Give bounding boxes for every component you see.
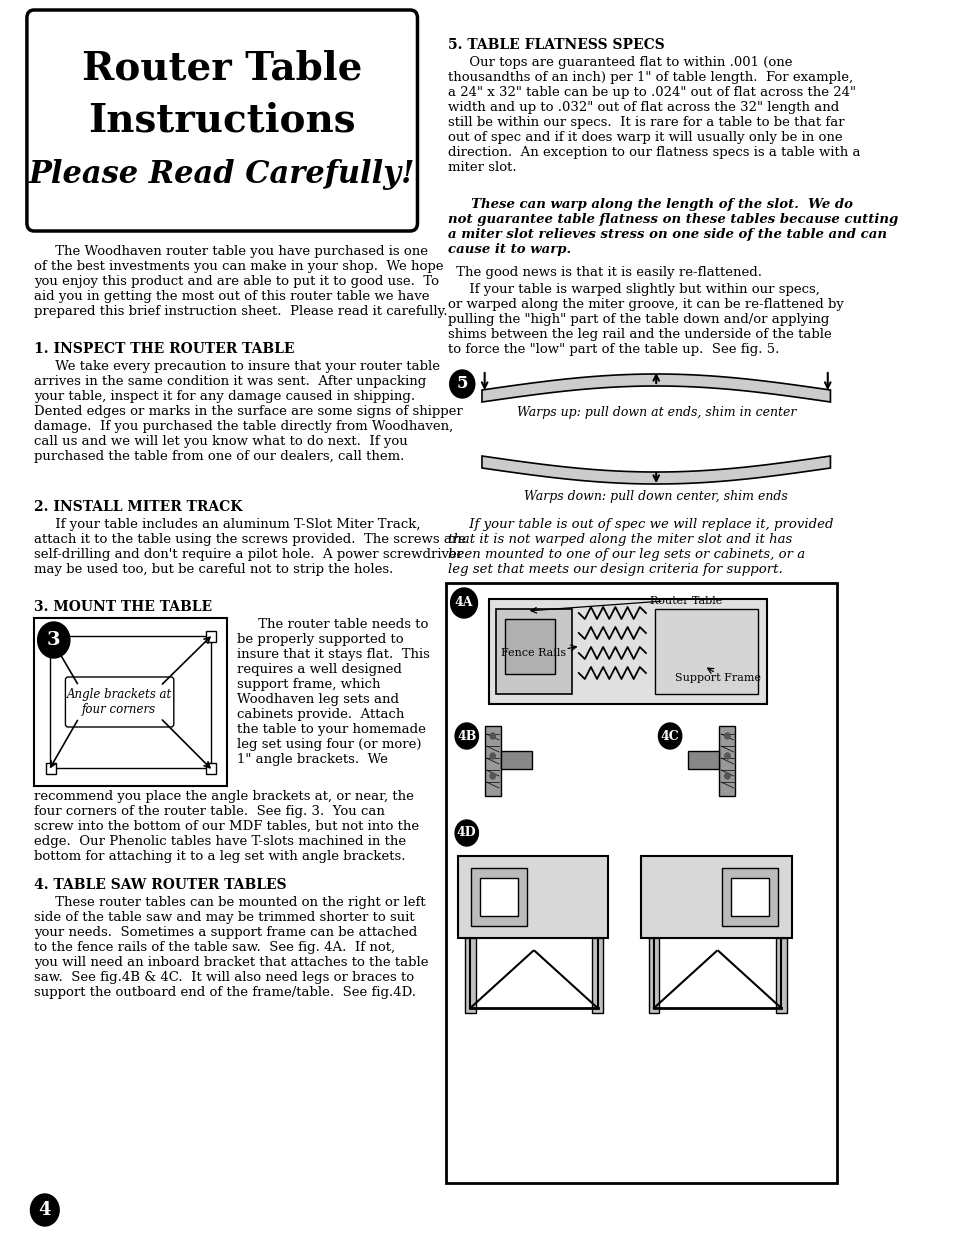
Circle shape: [724, 753, 729, 760]
Text: 5: 5: [456, 375, 468, 393]
Text: 4A: 4A: [455, 597, 473, 610]
Bar: [484, 726, 500, 797]
Circle shape: [658, 722, 681, 748]
Text: 4B: 4B: [456, 730, 476, 742]
Bar: [640, 856, 791, 939]
Circle shape: [724, 734, 729, 739]
Circle shape: [724, 773, 729, 779]
Text: recommend you place the angle brackets at, or near, the
four corners of the rout: recommend you place the angle brackets a…: [34, 790, 418, 863]
Circle shape: [37, 622, 70, 658]
Text: 3. MOUNT THE TABLE: 3. MOUNT THE TABLE: [34, 600, 212, 614]
Circle shape: [455, 722, 477, 748]
Bar: [719, 726, 735, 797]
Text: Warps down: pull down center, shim ends: Warps down: pull down center, shim ends: [524, 490, 787, 503]
Text: Warps up: pull down at ends, shim in center: Warps up: pull down at ends, shim in cen…: [516, 406, 795, 419]
Text: 2. INSTALL MITER TRACK: 2. INSTALL MITER TRACK: [34, 500, 242, 514]
Circle shape: [30, 1194, 59, 1226]
Bar: [500, 751, 532, 769]
Text: The router table needs to
be properly supported to
insure that it stays flat.  T: The router table needs to be properly su…: [237, 618, 430, 766]
Text: If your table includes an aluminum T-Slot Miter Track,
attach it to the table us: If your table includes an aluminum T-Slo…: [34, 517, 466, 576]
Text: These router tables can be mounted on the right or left
side of the table saw an: These router tables can be mounted on th…: [34, 897, 428, 999]
Text: If your table is out of spec we will replace it, provided
that it is not warped : If your table is out of spec we will rep…: [448, 517, 833, 576]
Text: Router Table: Router Table: [82, 49, 362, 86]
Text: Router Table: Router Table: [649, 597, 721, 606]
Bar: [648, 939, 659, 1013]
Text: Instructions: Instructions: [89, 101, 355, 140]
Bar: [206, 763, 215, 774]
Text: 5. TABLE FLATNESS SPECS: 5. TABLE FLATNESS SPECS: [448, 38, 664, 52]
Circle shape: [449, 370, 475, 398]
Bar: [46, 763, 55, 774]
Text: The Woodhaven router table you have purchased is one
of the best investments you: The Woodhaven router table you have purc…: [34, 245, 447, 317]
Bar: [206, 631, 215, 642]
Text: 4D: 4D: [456, 826, 476, 840]
Circle shape: [490, 773, 495, 779]
Bar: [654, 609, 757, 694]
Circle shape: [450, 588, 477, 618]
Bar: [46, 631, 55, 642]
Circle shape: [490, 753, 495, 760]
Text: 4C: 4C: [660, 730, 679, 742]
Text: Please Read Carefully!: Please Read Carefully!: [29, 159, 415, 190]
Bar: [721, 868, 777, 926]
Bar: [464, 939, 476, 1013]
Text: Our tops are guaranteed flat to within .001 (one
thousandths of an inch) per 1" : Our tops are guaranteed flat to within .…: [448, 56, 860, 174]
Text: These can warp along the length of the slot.  We do
not guarantee table flatness: These can warp along the length of the s…: [448, 198, 897, 256]
FancyBboxPatch shape: [27, 10, 417, 231]
Bar: [687, 751, 719, 769]
Text: 4: 4: [38, 1200, 51, 1219]
Text: The good news is that it is easily re-flattened.: The good news is that it is easily re-fl…: [452, 266, 761, 279]
Text: Fence Rails: Fence Rails: [501, 648, 566, 658]
Bar: [34, 618, 227, 785]
Text: We take every precaution to insure that your router table
arrives in the same co: We take every precaution to insure that …: [34, 359, 462, 463]
Circle shape: [490, 734, 495, 739]
Bar: [592, 939, 602, 1013]
Text: Angle brackets at
four corners: Angle brackets at four corners: [67, 688, 172, 716]
Bar: [471, 868, 526, 926]
Bar: [505, 619, 554, 674]
Text: Support Frame: Support Frame: [674, 673, 760, 683]
Text: 4. TABLE SAW ROUTER TABLES: 4. TABLE SAW ROUTER TABLES: [34, 878, 287, 892]
Polygon shape: [481, 374, 829, 403]
Text: 3: 3: [47, 631, 61, 650]
Bar: [51, 636, 211, 768]
Text: 1. INSPECT THE ROUTER TABLE: 1. INSPECT THE ROUTER TABLE: [34, 342, 294, 356]
Bar: [730, 878, 768, 916]
Bar: [479, 878, 517, 916]
Bar: [446, 583, 836, 1183]
FancyBboxPatch shape: [66, 677, 173, 727]
Circle shape: [455, 820, 477, 846]
Bar: [775, 939, 785, 1013]
Bar: [489, 599, 766, 704]
Bar: [457, 856, 608, 939]
Text: If your table is warped slightly but within our specs,
or warped along the miter: If your table is warped slightly but wit…: [448, 283, 842, 356]
Bar: [496, 609, 572, 694]
Polygon shape: [481, 456, 829, 484]
